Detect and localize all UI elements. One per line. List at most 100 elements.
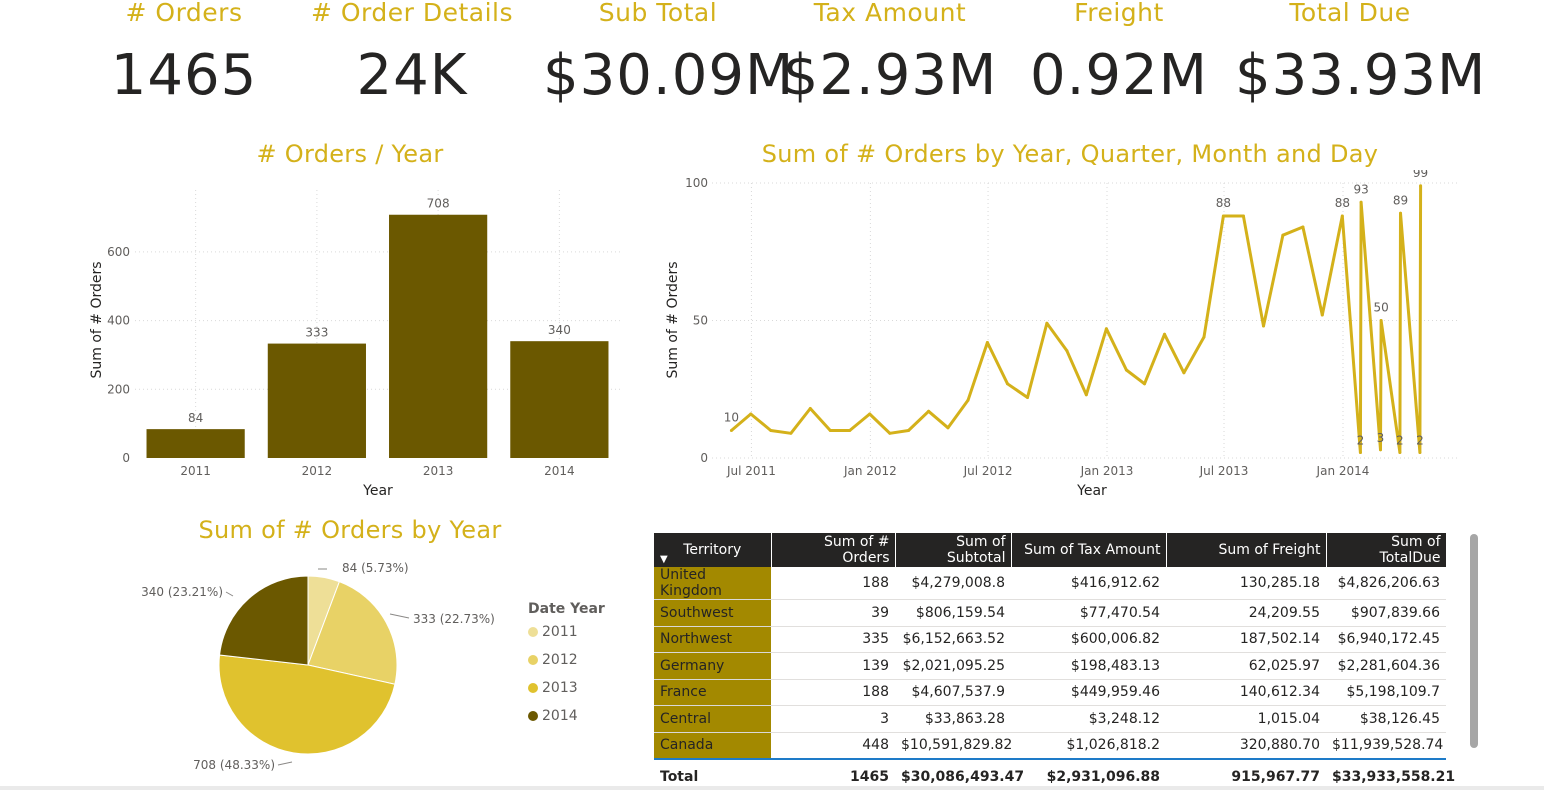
- x-tick-label: Jan 2013: [1080, 464, 1134, 478]
- line-point[interactable]: [1399, 211, 1403, 215]
- kpi-sub-total: Sub Total $30.09M: [543, 0, 793, 106]
- legend-label: 2013: [542, 680, 578, 696]
- table-row[interactable]: United Kingdom 188 $4,279,008.8 $416,912.62…: [654, 567, 1446, 600]
- line-point[interactable]: [1320, 313, 1324, 317]
- line-point[interactable]: [1261, 324, 1265, 328]
- table-row[interactable]: Northwest 335 $6,152,663.52 $600,006.82 187,…: [654, 626, 1446, 653]
- pie-slice-2012[interactable]: [307, 581, 398, 685]
- cell-territory: United Kingdom: [654, 567, 771, 600]
- bar-2013[interactable]: [389, 214, 488, 458]
- line-point[interactable]: [966, 398, 970, 402]
- legend-dot-icon: [528, 683, 538, 693]
- line-data-label: 88: [1216, 196, 1231, 210]
- column-header-subtotal[interactable]: Sum of Subtotal: [895, 533, 1012, 567]
- cell-totaldue: $38,126.45: [1326, 705, 1446, 733]
- legend-item-2011[interactable]: 2011: [528, 623, 605, 651]
- pie-chart-title: Sum of # Orders by Year: [198, 516, 502, 544]
- line-point[interactable]: [1221, 214, 1225, 218]
- legend-item-2012[interactable]: 2012: [528, 651, 605, 679]
- x-tick-label: 2011: [180, 464, 211, 478]
- line-point[interactable]: [1182, 371, 1186, 375]
- line-point[interactable]: [1084, 393, 1088, 397]
- table-scrollbar[interactable]: [1470, 534, 1478, 748]
- sort-down-icon[interactable]: ▼: [660, 554, 668, 565]
- line-point[interactable]: [985, 341, 989, 344]
- legend-item-2014[interactable]: 2014: [528, 707, 605, 735]
- line-point[interactable]: [1104, 327, 1108, 331]
- pie-slice-2013[interactable]: [218, 654, 396, 755]
- line-point[interactable]: [868, 412, 872, 416]
- bar-2011[interactable]: [146, 429, 245, 458]
- kpi-value: 0.92M: [1029, 43, 1208, 108]
- line-point[interactable]: [1065, 349, 1069, 353]
- kpi-title: Sub Total: [598, 0, 718, 27]
- cell-orders: 188: [771, 679, 895, 706]
- pie-leader-line: [225, 591, 234, 597]
- line-point[interactable]: [1163, 332, 1167, 336]
- line-point[interactable]: [808, 407, 812, 410]
- line-point[interactable]: [1378, 448, 1382, 452]
- bar-2012[interactable]: [267, 343, 366, 458]
- line-point[interactable]: [769, 429, 773, 432]
- line-point[interactable]: [1340, 214, 1344, 218]
- line-point[interactable]: [946, 426, 950, 430]
- table-row[interactable]: Germany 139 $2,021,095.25 $198,483.13 62,025…: [654, 652, 1446, 680]
- table-row[interactable]: Southwest 39 $806,159.54 $77,470.54 24,209.5…: [654, 599, 1446, 627]
- line-point[interactable]: [1418, 451, 1422, 454]
- table-row[interactable]: Canada 448 $10,591,829.82 $1,026,818.2 320,8…: [654, 732, 1446, 760]
- line-point[interactable]: [1379, 319, 1383, 322]
- line-data-label: 99: [1413, 170, 1428, 180]
- bar-2014[interactable]: [510, 341, 609, 458]
- line-point[interactable]: [1143, 382, 1147, 386]
- line-point[interactable]: [1281, 233, 1285, 237]
- pie-slice-2014[interactable]: [219, 575, 309, 666]
- pie-leader-line: [389, 613, 410, 619]
- line-point[interactable]: [1419, 184, 1423, 188]
- cell-freight: 62,025.97: [1166, 652, 1326, 680]
- line-point[interactable]: [907, 429, 911, 432]
- line-point[interactable]: [1398, 451, 1402, 454]
- line-point[interactable]: [1301, 225, 1305, 229]
- orders-by-date-line-chart[interactable]: 0 50 100 Jul 2011 Jan 2012 Jul 2012 Jan 2013 Ju…: [655, 170, 1475, 505]
- line-point[interactable]: [789, 431, 793, 435]
- y-tick-label: 400: [107, 314, 130, 328]
- orders-series-line[interactable]: [730, 185, 1423, 454]
- column-header-tax[interactable]: Sum of Tax Amount: [1011, 533, 1167, 567]
- y-axis-title: Sum of # Orders: [89, 261, 105, 378]
- column-header-territory[interactable]: Territory ▼: [654, 533, 772, 567]
- kpi-orders: # Orders 1465: [69, 0, 299, 106]
- legend-item-2013[interactable]: 2013: [528, 679, 605, 707]
- y-tick-label: 200: [107, 382, 130, 396]
- bar-data-label: 340: [548, 323, 571, 337]
- line-point[interactable]: [1202, 335, 1206, 339]
- column-header-freight[interactable]: Sum of Freight: [1166, 533, 1327, 567]
- line-point[interactable]: [1359, 200, 1363, 204]
- kpi-order-details: # Order Details 24K: [297, 0, 527, 106]
- line-point[interactable]: [1045, 321, 1049, 325]
- table-row[interactable]: France 188 $4,607,537.9 $449,959.46 140,612.…: [654, 679, 1446, 706]
- table-row[interactable]: Central 3 $33,863.28 $3,248.12 1,015.04 $38,1…: [654, 705, 1446, 733]
- line-point[interactable]: [828, 429, 832, 432]
- line-point[interactable]: [1025, 396, 1029, 399]
- line-point[interactable]: [927, 409, 931, 413]
- line-point[interactable]: [848, 429, 852, 432]
- line-point[interactable]: [888, 431, 892, 435]
- line-point[interactable]: [729, 429, 733, 432]
- x-tick-label: Jul 2011: [726, 464, 776, 478]
- line-point[interactable]: [749, 412, 753, 416]
- x-axis-title: Year: [1076, 483, 1107, 499]
- column-header-totaldue[interactable]: Sum of TotalDue: [1326, 533, 1447, 567]
- line-point[interactable]: [1124, 368, 1128, 372]
- line-point[interactable]: [1005, 382, 1009, 386]
- line-point[interactable]: [1241, 214, 1245, 218]
- x-tick-label: Jan 2014: [1316, 464, 1370, 478]
- line-point[interactable]: [1358, 451, 1362, 454]
- orders-by-year-pie-chart[interactable]: 84 (5.73%) 333 (22.73%) 708 (48.33%) 340 (2…: [120, 550, 520, 785]
- total-cell-freight: 915,967.77: [1166, 758, 1326, 790]
- orders-per-year-bar-chart[interactable]: 0 200 400 600 84 2011 333 2012 708 2013 340 2014 Yea…: [80, 170, 630, 505]
- column-header-orders[interactable]: Sum of # Orders: [771, 533, 896, 567]
- x-tick-label: Jul 2013: [1199, 464, 1249, 478]
- line-data-label: 2: [1357, 434, 1365, 448]
- cell-freight: 130,285.18: [1166, 567, 1326, 600]
- y-tick-label: 100: [685, 176, 708, 190]
